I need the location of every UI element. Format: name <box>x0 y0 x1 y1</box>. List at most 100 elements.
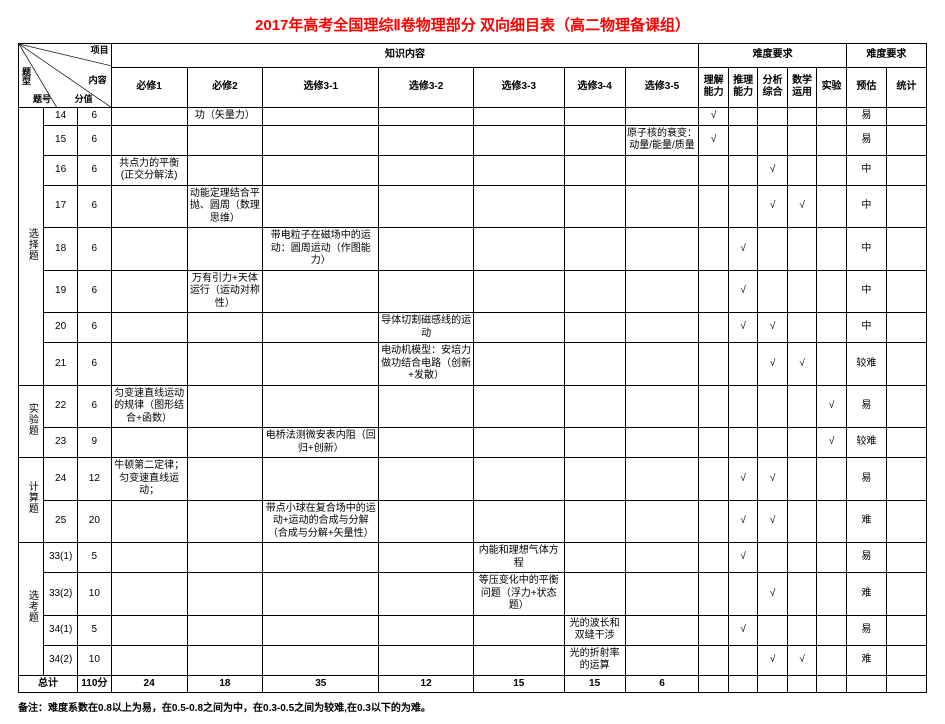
th-cell: 21 <box>44 343 78 386</box>
a-cell <box>787 108 816 126</box>
a-cell <box>699 343 728 386</box>
a-cell <box>758 125 787 155</box>
k-cell <box>187 125 263 155</box>
k-cell <box>263 385 379 428</box>
d-cell <box>886 155 926 185</box>
a-cell <box>787 125 816 155</box>
k-cell: 电动机模型：安培力做功结合电路（创新+发散） <box>379 343 474 386</box>
page-title: 2017年高考全国理综Ⅱ卷物理部分 双向细目表（高二物理备课组） <box>18 14 927 35</box>
d-cell <box>886 458 926 501</box>
k-cell <box>111 343 187 386</box>
a-cell <box>817 155 847 185</box>
a-cell <box>758 228 787 271</box>
k-cell: 功（矢量力） <box>187 108 263 126</box>
a-cell <box>728 185 757 228</box>
a-cell <box>787 385 816 428</box>
d-cell: 易 <box>846 458 886 501</box>
k-cell <box>111 500 187 543</box>
hdr-d0: 预估 <box>846 67 886 107</box>
a-cell: √ <box>728 458 757 501</box>
group-name-cell: 计算题 <box>19 458 44 543</box>
totals-k2: 35 <box>263 675 379 693</box>
a-cell <box>699 645 728 675</box>
k-cell: 共点力的平衡(正交分解法) <box>111 155 187 185</box>
a-cell <box>728 343 757 386</box>
k-cell <box>625 343 699 386</box>
fz-cell: 6 <box>77 228 111 271</box>
footnote: 备注：难度系数在0.8以上为易，在0.5-0.8之间为中，在0.3-0.5之间为… <box>18 699 927 714</box>
totals-d1 <box>886 675 926 693</box>
k-cell <box>379 645 474 675</box>
a-cell <box>699 573 728 616</box>
group-name: 实验题 <box>25 403 38 436</box>
th-cell: 34(1) <box>44 615 78 645</box>
table-row: 166共点力的平衡(正交分解法)√中 <box>19 155 927 185</box>
hdr-a4: 实验 <box>817 67 847 107</box>
table-row: 196万有引力+天体运行（运动对称性）√中 <box>19 270 927 313</box>
k-cell <box>564 543 625 573</box>
group-name-cell: 选考题 <box>19 543 44 676</box>
hdr-k2: 选修3-1 <box>263 67 379 107</box>
a-cell <box>817 270 847 313</box>
fz-cell: 6 <box>77 343 111 386</box>
k-cell <box>263 543 379 573</box>
k-cell: 带电粒子在磁场中的运动：圆周运动（作图能力） <box>263 228 379 271</box>
hdr-a1: 推理能力 <box>728 67 757 107</box>
k-cell <box>473 385 564 428</box>
k-cell <box>473 428 564 458</box>
a-cell: √ <box>758 155 787 185</box>
d-cell <box>886 343 926 386</box>
d-cell <box>886 428 926 458</box>
a-cell <box>758 615 787 645</box>
a-cell <box>699 458 728 501</box>
hdr-k0: 必修1 <box>111 67 187 107</box>
a-cell <box>787 270 816 313</box>
hdr-a3: 数学运用 <box>787 67 816 107</box>
a-cell <box>728 385 757 428</box>
d-cell: 中 <box>846 228 886 271</box>
k-cell <box>111 615 187 645</box>
totals-fz: 110分 <box>77 675 111 693</box>
a-cell: √ <box>787 645 816 675</box>
a-cell: √ <box>817 428 847 458</box>
k-cell <box>473 500 564 543</box>
k-cell <box>379 458 474 501</box>
table-row: 33(2)10等压变化中的平衡问题（浮力+状态题）√难 <box>19 573 927 616</box>
group-name: 计算题 <box>25 481 38 514</box>
d-cell: 易 <box>846 543 886 573</box>
k-cell: 牛顿第二定律；匀变速直线运动； <box>111 458 187 501</box>
a-cell <box>728 645 757 675</box>
fz-cell: 6 <box>77 385 111 428</box>
a-cell <box>817 615 847 645</box>
a-cell <box>817 343 847 386</box>
th-cell: 16 <box>44 155 78 185</box>
fz-cell: 6 <box>77 125 111 155</box>
k-cell <box>473 458 564 501</box>
table-row: 186带电粒子在磁场中的运动：圆周运动（作图能力）√中 <box>19 228 927 271</box>
k-cell <box>379 155 474 185</box>
k-cell <box>187 500 263 543</box>
k-cell <box>473 228 564 271</box>
th-cell: 24 <box>44 458 78 501</box>
a-cell: √ <box>758 343 787 386</box>
k-cell <box>187 615 263 645</box>
k-cell <box>564 458 625 501</box>
a-cell: √ <box>758 458 787 501</box>
a-cell <box>787 428 816 458</box>
k-cell: 电桥法测微安表内阻（回归+创新） <box>263 428 379 458</box>
a-cell: √ <box>758 645 787 675</box>
table-row: 239电桥法测微安表内阻（回归+创新）√较难 <box>19 428 927 458</box>
hdr-difficulty2: 难度要求 <box>846 44 926 68</box>
th-cell: 18 <box>44 228 78 271</box>
d-cell: 较难 <box>846 343 886 386</box>
d-cell <box>886 228 926 271</box>
k-cell <box>379 385 474 428</box>
spec-table: 项目 内容 分值 题号 题型 知识内容 难度要求 难度要求 必修1 必修2 选修… <box>18 43 927 693</box>
a-cell <box>817 108 847 126</box>
a-cell <box>699 270 728 313</box>
k-cell <box>111 543 187 573</box>
totals-a0 <box>699 675 728 693</box>
d-cell: 难 <box>846 645 886 675</box>
d-cell <box>886 125 926 155</box>
diag-lbl-xm: 项目 <box>91 46 109 55</box>
